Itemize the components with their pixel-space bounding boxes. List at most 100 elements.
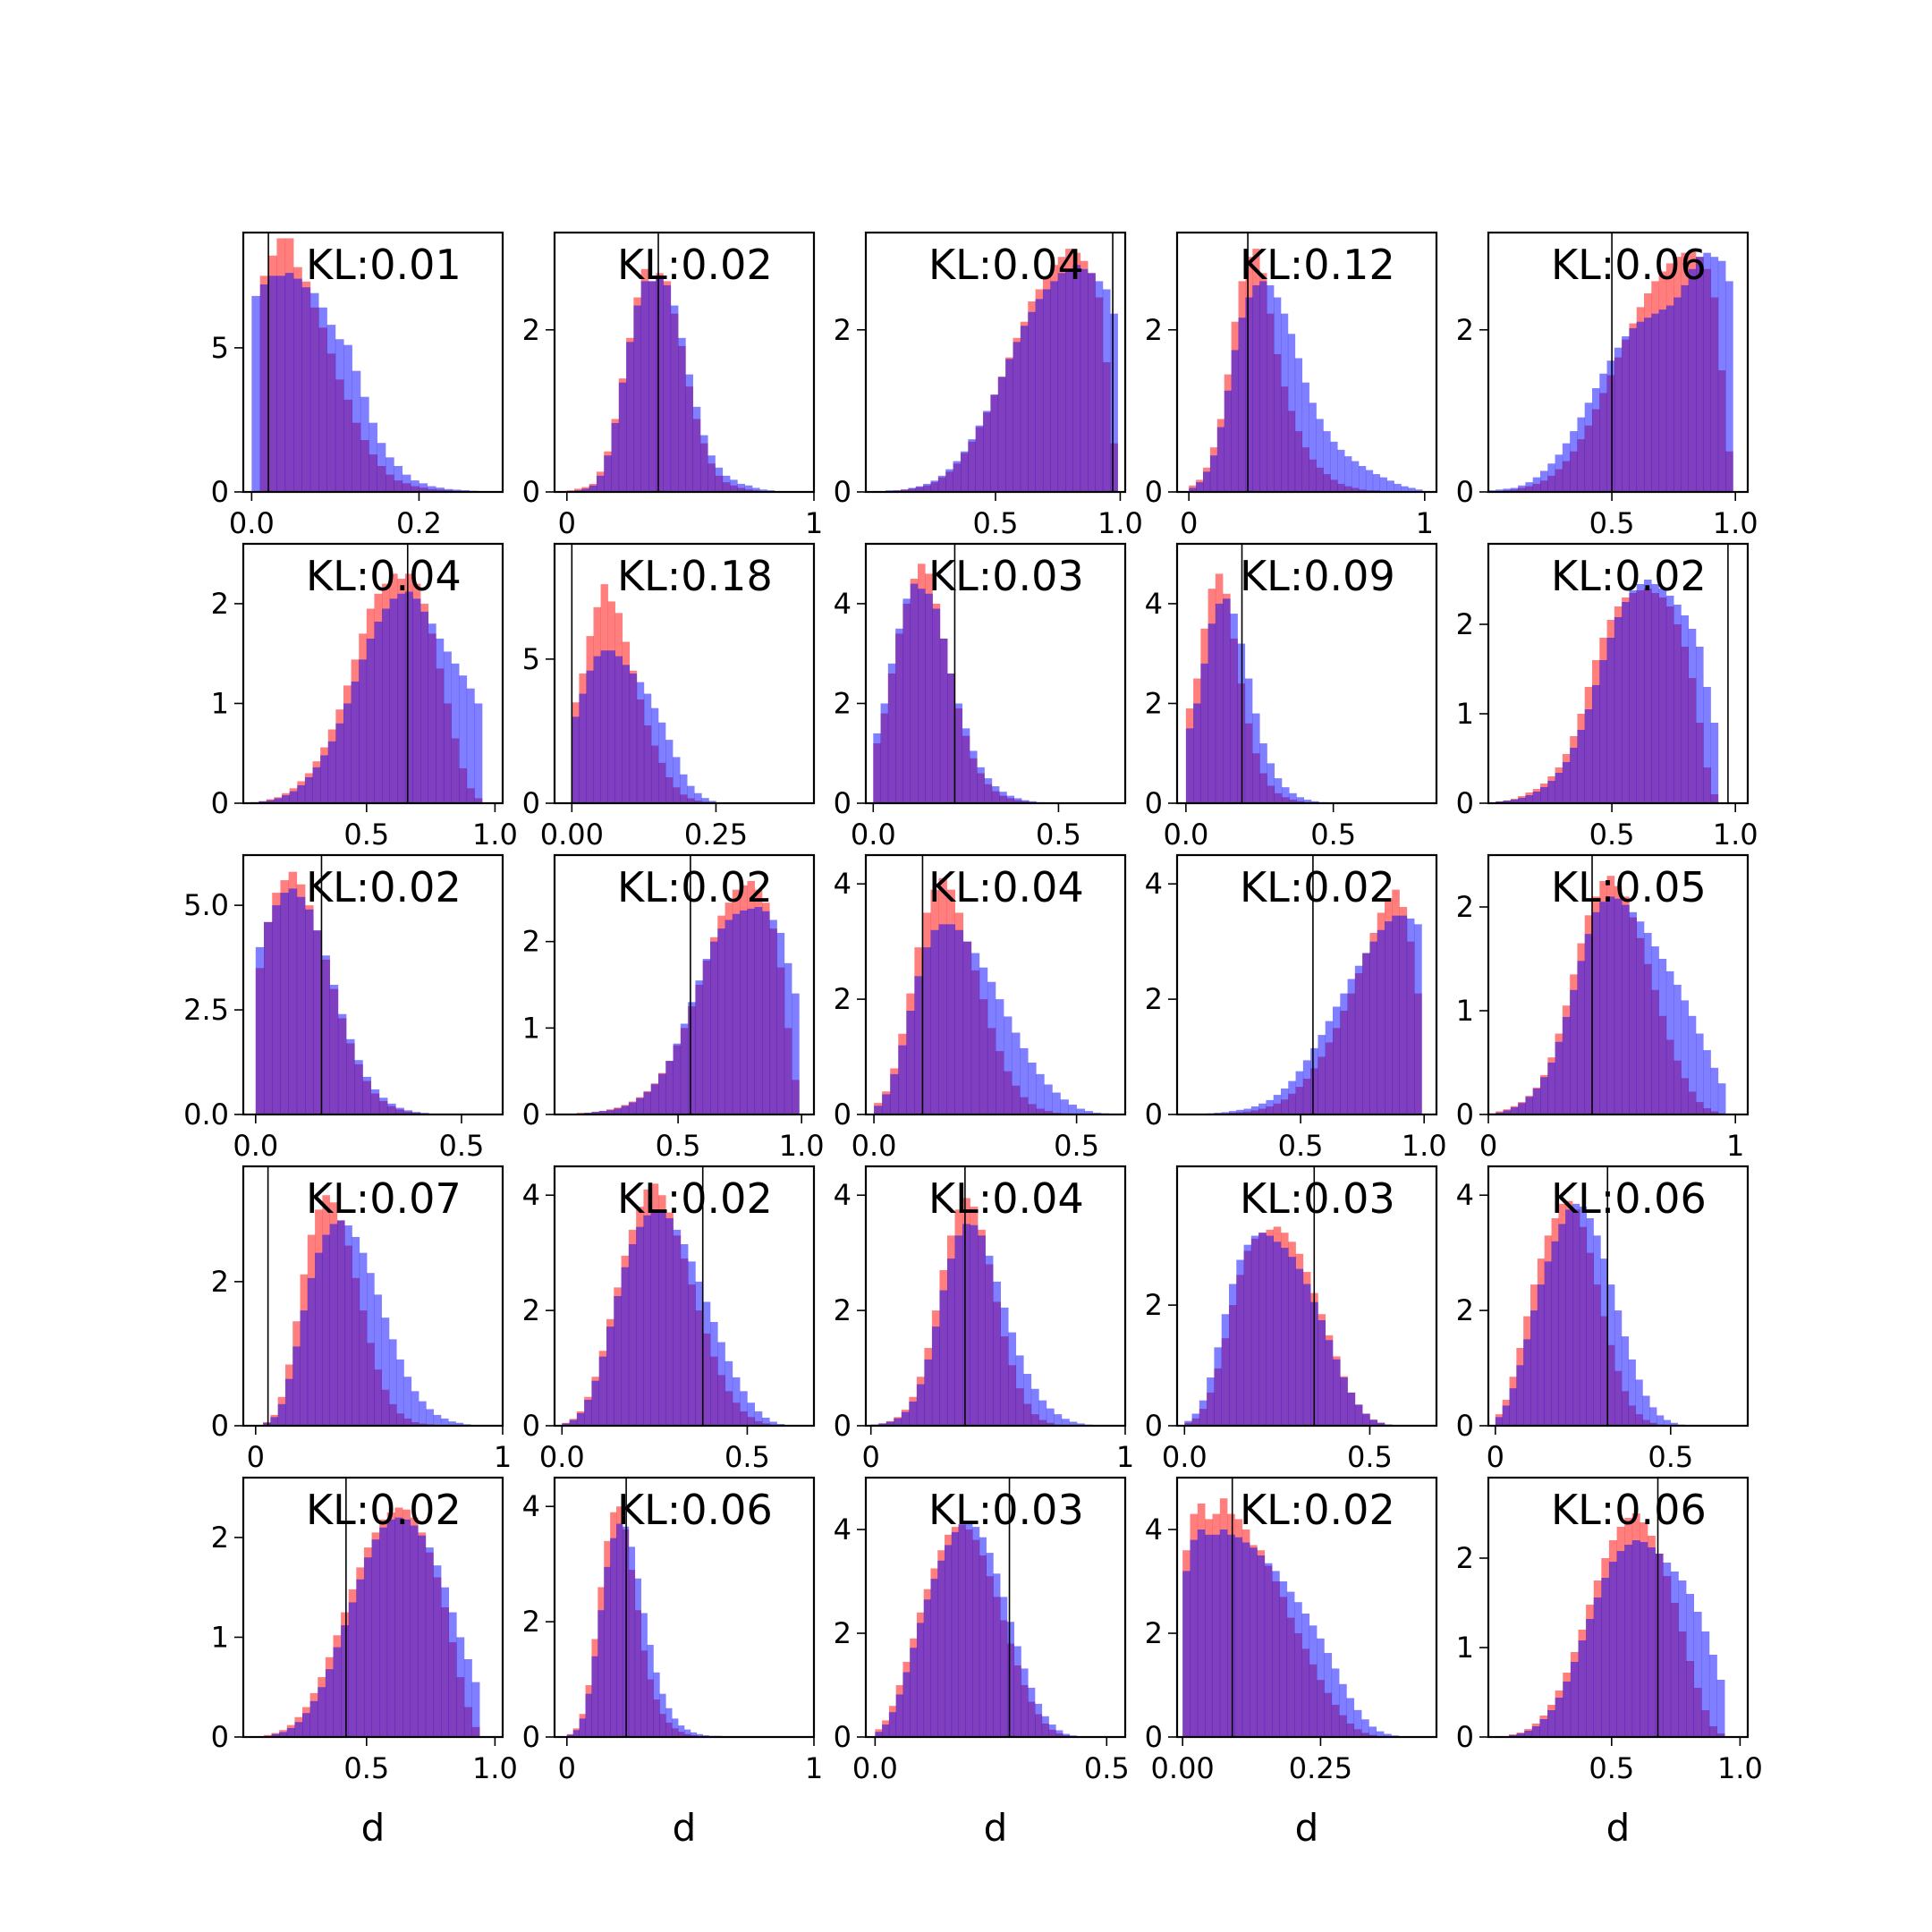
histogram-bar: [1648, 1547, 1656, 1737]
series-b-bars: [569, 907, 800, 1114]
histogram-bar: [1649, 1407, 1657, 1426]
histogram-bar: [1578, 1640, 1587, 1737]
axes-frame: [1487, 231, 1750, 494]
histogram-bar: [1394, 483, 1402, 492]
histogram-bar: [650, 1084, 659, 1114]
histogram-panel: 0.0 0.5 0 2 4 KL:0.03 d: [834, 1476, 1130, 1850]
histogram-bar: [1015, 1355, 1024, 1426]
histogram-bar: [1258, 1103, 1267, 1114]
histogram-bar: [1013, 798, 1022, 803]
histogram-bar: [673, 757, 681, 803]
histogram-bar: [315, 1252, 323, 1426]
histogram-bar: [1229, 1284, 1237, 1426]
plot-area: [255, 1166, 479, 1426]
histogram-bar: [1562, 1016, 1571, 1114]
histogram-bar: [680, 1244, 689, 1426]
histogram-bar: [1272, 1571, 1280, 1737]
histogram-bar: [962, 1224, 970, 1426]
histogram-bar: [282, 795, 290, 803]
histogram-bar: [636, 1226, 644, 1426]
histogram-bar: [887, 663, 896, 803]
x-tick-label: 0: [558, 506, 576, 540]
histogram-bar: [344, 1225, 352, 1426]
histogram-bar: [604, 455, 612, 492]
histogram-bar: [1259, 743, 1267, 803]
x-tick-label: 0.0: [852, 1129, 897, 1163]
histogram-bar: [965, 1521, 973, 1737]
histogram-bar: [598, 1356, 607, 1426]
y-tick-label: 4: [1145, 587, 1163, 621]
histogram-bar: [1710, 723, 1719, 803]
series-b-bars: [251, 273, 495, 492]
histogram-panel: 0 1 0 2 4 KL:0.06 d: [522, 1476, 823, 1850]
histogram-bar: [1257, 1555, 1266, 1737]
histogram-bar: [628, 1546, 636, 1737]
histogram-bar: [1347, 1392, 1356, 1426]
histogram-bar: [792, 993, 800, 1114]
histogram-bar: [1644, 933, 1652, 1114]
histogram-bar: [1651, 313, 1659, 492]
histogram-bar: [937, 1560, 945, 1737]
histogram-bar: [352, 1236, 360, 1426]
histogram-bar: [648, 281, 657, 492]
histogram-bar: [1021, 1668, 1029, 1737]
histogram-bar: [747, 908, 756, 1114]
histogram-bar: [991, 786, 1000, 803]
histogram-bar: [1028, 1687, 1036, 1737]
histogram-bar: [426, 1409, 434, 1426]
histogram-bar: [874, 1106, 883, 1114]
plot-area: [562, 1166, 785, 1426]
series-b-bars: [255, 888, 454, 1114]
histogram-bar: [658, 1211, 666, 1426]
histogram-bar: [1215, 603, 1224, 803]
y-tick-label: 2: [1456, 1541, 1474, 1575]
y-tick-label: 0: [522, 786, 540, 820]
histogram-bar: [1337, 449, 1345, 492]
histogram-bar: [277, 1403, 286, 1426]
histogram-bar: [585, 1693, 592, 1737]
histogram-bar: [1221, 1112, 1230, 1114]
histogram-bar: [610, 1538, 617, 1737]
y-tick-label: 2: [1145, 982, 1163, 1016]
histogram-bar: [986, 1553, 994, 1737]
histogram-bar: [1379, 477, 1387, 492]
histogram-panel: 0.0 0.5 0 2 KL:0.03: [1145, 1165, 1438, 1474]
histogram-bar: [1344, 456, 1352, 492]
histogram-bar: [946, 1258, 955, 1426]
histogram-panel: 0.0 0.5 0 2 4 KL:0.09: [1145, 542, 1438, 852]
histogram-bar: [1614, 898, 1623, 1114]
histogram-bar: [984, 778, 993, 803]
kl-annotation: KL:0.02: [1551, 552, 1707, 600]
histogram-bar: [1496, 1112, 1504, 1114]
kl-annotation: KL:0.02: [1240, 1486, 1395, 1534]
x-tick-label: 0.0: [229, 506, 275, 540]
histogram-bar: [606, 1110, 614, 1114]
y-tick-label: 0: [522, 475, 540, 509]
series-b-bars: [263, 1517, 480, 1737]
histogram-bar: [1551, 1241, 1559, 1426]
x-tick-label: 0.00: [540, 818, 604, 852]
histogram-bar: [898, 1045, 907, 1114]
histogram-bar: [579, 1718, 586, 1737]
histogram-bar: [1230, 614, 1238, 803]
histogram-bar: [628, 1102, 637, 1114]
histogram-bar: [1208, 623, 1216, 803]
histogram-bar: [1259, 281, 1267, 492]
histogram-bar: [1243, 1244, 1252, 1426]
histogram-bar: [1021, 800, 1030, 803]
histogram-bar: [680, 774, 688, 803]
histogram-bar: [471, 1682, 480, 1737]
x-tick-label: 1: [805, 506, 823, 540]
y-tick-label: 2: [834, 1293, 852, 1327]
y-tick-label: 0: [1145, 475, 1163, 509]
histogram-bar: [404, 591, 413, 803]
kl-annotation: KL:0.02: [617, 241, 773, 289]
histogram-bar: [1190, 1539, 1199, 1737]
histogram-bar: [732, 913, 741, 1114]
histogram-bar: [410, 1525, 419, 1737]
histogram-bar: [1369, 941, 1378, 1114]
histogram-bar: [1503, 801, 1512, 803]
histogram-bar: [1385, 921, 1393, 1114]
histogram-bar: [388, 1339, 397, 1426]
axes-frame: [1175, 542, 1438, 805]
